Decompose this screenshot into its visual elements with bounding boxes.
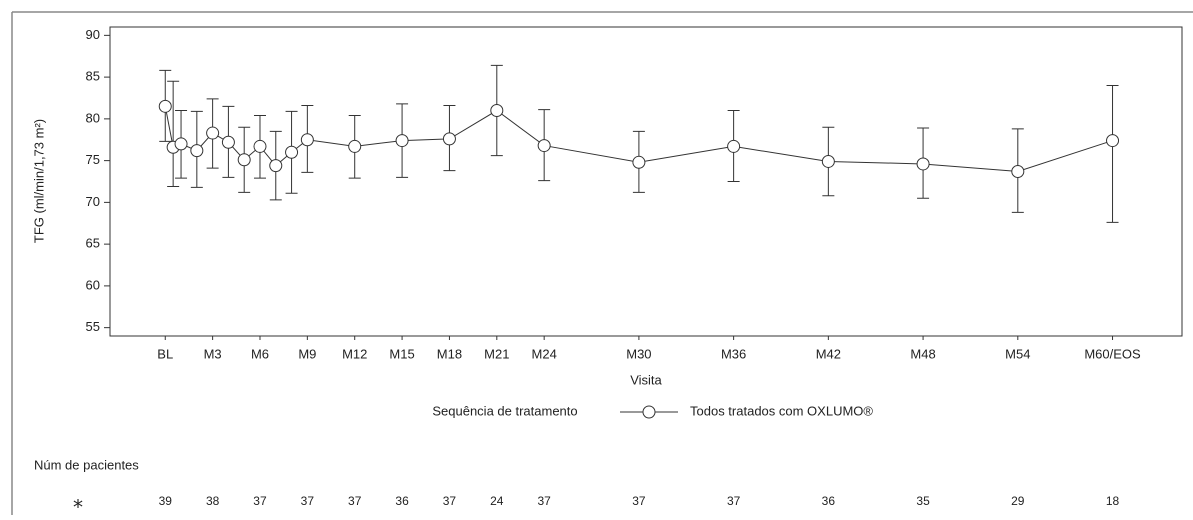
y-tick-label: 65 [86, 236, 100, 251]
y-tick-label: 90 [86, 27, 100, 42]
x-tick-label: M30 [626, 346, 651, 361]
y-axis-label: TFG (ml/min/1,73 m²) [31, 119, 46, 243]
y-tick-label: 75 [86, 152, 100, 167]
patient-count: 37 [253, 494, 267, 508]
x-tick-label: M3 [204, 346, 222, 361]
patient-count: 37 [348, 494, 362, 508]
legend-marker [642, 405, 656, 419]
x-tick-label: BL [157, 346, 173, 361]
point [1011, 164, 1025, 178]
point [237, 153, 251, 167]
point [174, 137, 188, 151]
legend-label: Todos tratados com OXLUMO® [690, 403, 873, 418]
point [253, 139, 267, 153]
patient-count: 37 [727, 494, 741, 508]
y-tick-label: 85 [86, 69, 100, 84]
point [395, 134, 409, 148]
patient-count: 37 [443, 494, 457, 508]
point [916, 157, 930, 171]
y-tick-label: 60 [86, 277, 100, 292]
y-tick-label: 55 [86, 319, 100, 334]
point [158, 99, 172, 113]
patient-count: 36 [822, 494, 836, 508]
point [348, 139, 362, 153]
error-bar [167, 80, 180, 188]
point [300, 133, 314, 147]
x-tick-label: M21 [484, 346, 509, 361]
patients-symbol: ⁎ [73, 490, 83, 512]
y-tick-label: 70 [86, 194, 100, 209]
point [490, 104, 504, 118]
plot-area [109, 26, 1183, 337]
point [1106, 134, 1120, 148]
point [632, 155, 646, 169]
patient-count: 36 [395, 494, 409, 508]
point [442, 132, 456, 146]
y-tick-label: 80 [86, 110, 100, 125]
patient-count: 29 [1011, 494, 1025, 508]
x-tick-label: M36 [721, 346, 746, 361]
x-tick-label: M24 [532, 346, 557, 361]
point [285, 145, 299, 159]
patient-count: 38 [206, 494, 220, 508]
patients-title: Núm de pacientes [34, 457, 139, 472]
point [269, 159, 283, 173]
x-tick-label: M6 [251, 346, 269, 361]
x-tick-label: M12 [342, 346, 367, 361]
x-tick-label: M48 [910, 346, 935, 361]
legend-title: Sequência de tratamento [432, 403, 577, 418]
point [821, 154, 835, 168]
patient-count: 37 [537, 494, 551, 508]
point [727, 139, 741, 153]
point [221, 135, 235, 149]
patient-count: 35 [916, 494, 930, 508]
point [537, 139, 551, 153]
series-line [164, 106, 1113, 172]
patient-count: 37 [632, 494, 646, 508]
x-tick-label: M15 [389, 346, 414, 361]
x-tick-label: M9 [298, 346, 316, 361]
patient-count: 18 [1106, 494, 1120, 508]
patient-count: 24 [490, 494, 504, 508]
x-axis-label: Visita [630, 372, 662, 387]
point [190, 144, 204, 158]
x-tick-label: M54 [1005, 346, 1030, 361]
x-tick-label: M18 [437, 346, 462, 361]
x-tick-label: M42 [816, 346, 841, 361]
patient-count: 39 [159, 494, 173, 508]
point [206, 126, 220, 140]
patient-count: 37 [301, 494, 315, 508]
x-tick-label: M60/EOS [1084, 346, 1141, 361]
error-bar [1106, 84, 1119, 223]
